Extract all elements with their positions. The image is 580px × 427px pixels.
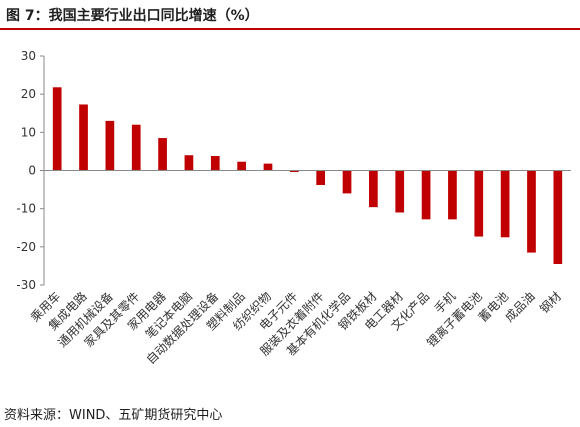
- source-note: 资料来源：WIND、五矿期货研究中心: [4, 408, 223, 423]
- bar-11: [316, 170, 326, 186]
- bar-10: [289, 170, 299, 173]
- bar-9: [263, 163, 273, 171]
- bar-14: [395, 170, 405, 213]
- chart-title: 图 7：我国主要行业出口同比增速（%）: [6, 8, 259, 24]
- y-tick-label: -30: [16, 278, 36, 292]
- bar-18: [500, 170, 510, 238]
- bar-7: [210, 155, 220, 171]
- bar-12: [342, 170, 352, 194]
- bar-20: [553, 170, 563, 265]
- x-category-label: 钢材: [537, 289, 564, 316]
- bar-15: [421, 170, 431, 220]
- y-tick-label: 10: [21, 125, 36, 139]
- x-category-label: 成品油: [502, 289, 537, 324]
- bar-4: [131, 124, 141, 171]
- bar-6: [184, 155, 194, 171]
- bar-3: [105, 120, 115, 171]
- bar-16: [448, 170, 457, 220]
- y-tick-label: -20: [16, 240, 36, 254]
- bar-8: [237, 161, 246, 171]
- bar-13: [369, 170, 378, 208]
- y-tick-label: 0: [28, 164, 36, 178]
- bar-2: [79, 104, 88, 171]
- bar-1: [52, 87, 62, 171]
- y-tick-label: -10: [16, 202, 36, 216]
- bar-chart: 3020100-10-20-30乘用车集成电路通用机械设备家具及其零件家用电器笔…: [16, 49, 571, 367]
- title-divider: [0, 28, 580, 30]
- bar-5: [158, 138, 167, 171]
- bar-19: [527, 170, 536, 253]
- y-tick-label: 30: [21, 49, 36, 63]
- bar-17: [474, 170, 484, 237]
- y-tick-label: 20: [21, 87, 36, 101]
